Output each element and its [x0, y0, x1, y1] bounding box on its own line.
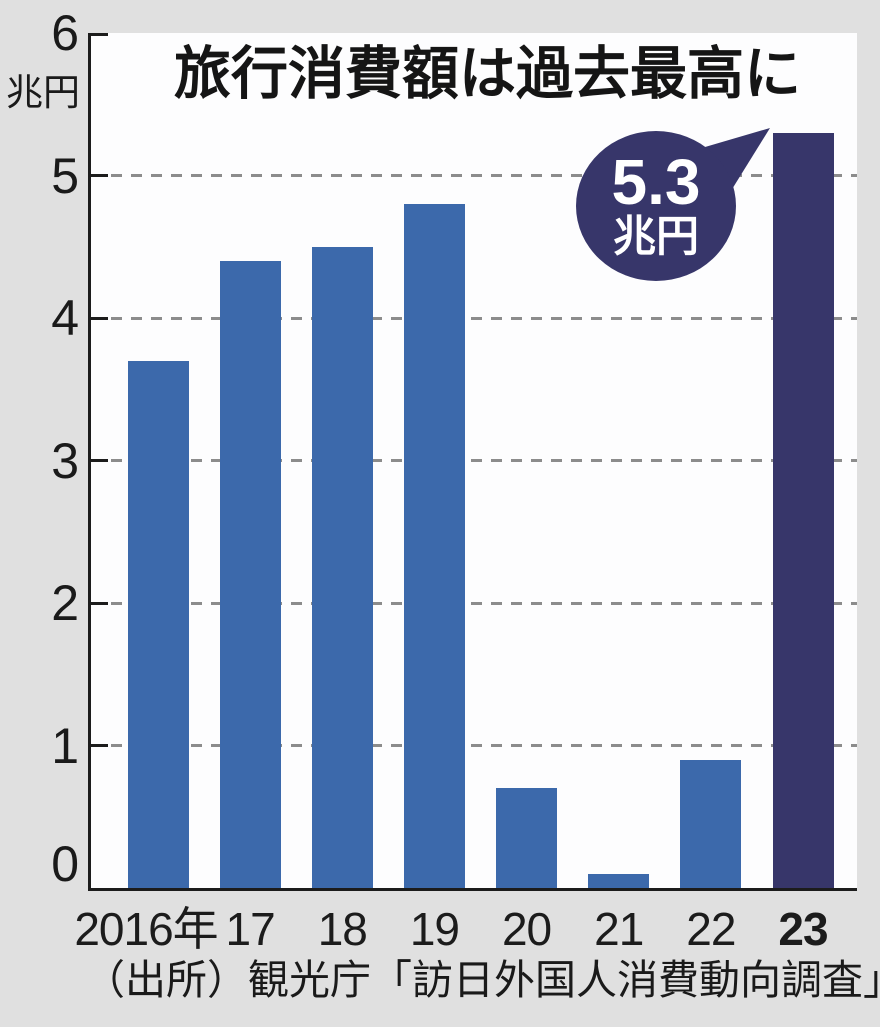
y-tick-3: [91, 459, 108, 462]
y-tick-label-2: 2: [51, 575, 79, 631]
plot-area: [88, 33, 857, 891]
y-tick-label-4: 4: [51, 290, 79, 346]
gridline-2: [91, 601, 857, 605]
y-axis-unit-label: 兆円: [6, 72, 80, 113]
y-tick-label-1: 1: [51, 717, 79, 774]
y-tick-1: [91, 744, 108, 747]
y-tick-label-5: 5: [51, 147, 79, 204]
gridline-3: [91, 459, 857, 462]
axis-top-tick: [91, 33, 108, 36]
callout-unit: 兆円: [613, 213, 699, 261]
x-tick-label-17: 17: [225, 903, 276, 955]
x-tick-label-2016年: 2016年: [74, 903, 218, 955]
gridline-5: [91, 174, 857, 177]
chart-title: 旅行消費額は過去最高に: [174, 42, 801, 106]
x-tick-label-19: 19: [409, 903, 460, 955]
bar-22: [680, 759, 742, 888]
y-tick-5: [91, 174, 108, 177]
bar-2016年: [127, 360, 189, 888]
bar-23: [772, 132, 834, 888]
gridline-4: [91, 316, 857, 320]
x-tick-label-18: 18: [317, 903, 368, 955]
x-tick-label-21: 21: [594, 903, 644, 955]
bar-17: [219, 261, 281, 888]
source-note: （出所）観光庁「訪日外国人消費動向調査」: [84, 957, 880, 1003]
callout-value: 5.3: [611, 146, 701, 218]
gridline-1: [91, 744, 857, 747]
bar-19: [403, 204, 465, 888]
x-tick-label-22: 22: [686, 903, 736, 955]
bar-21: [588, 873, 650, 888]
y-tick-4: [91, 316, 108, 320]
y-tick-label-6: 6: [51, 5, 79, 61]
x-tick-label-20: 20: [501, 903, 552, 955]
y-tick-2: [91, 601, 108, 605]
y-tick-label-0: 0: [51, 836, 79, 892]
x-tick-label-23: 23: [778, 903, 828, 955]
y-tick-label-3: 3: [51, 432, 79, 489]
value-callout-bubble: 5.3 兆円: [576, 131, 736, 281]
bar-18: [311, 246, 373, 888]
bar-20: [496, 788, 558, 888]
